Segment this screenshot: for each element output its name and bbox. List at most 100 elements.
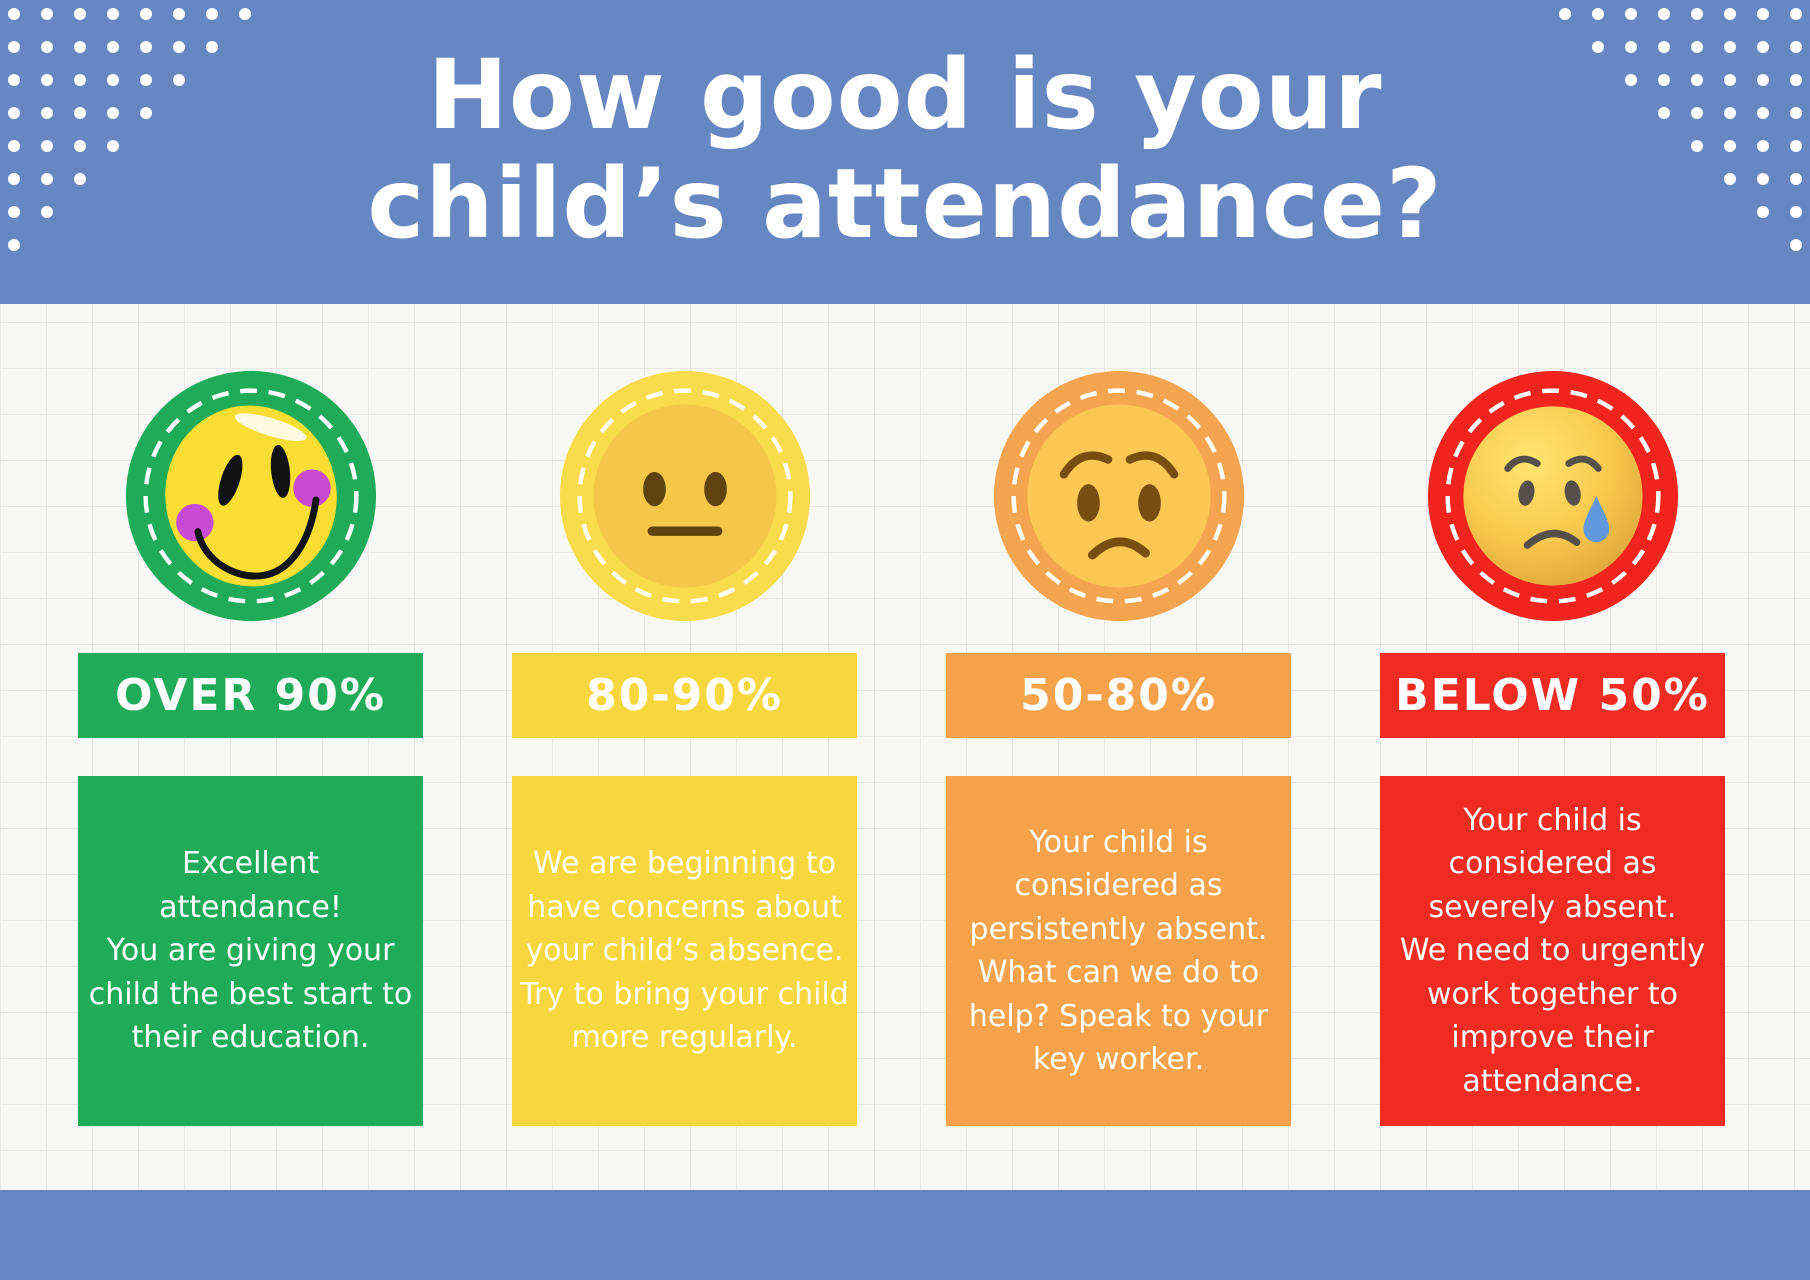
header-banner: How good is your child’s attendance? [0, 0, 1810, 304]
dot [1724, 173, 1736, 185]
dot [1724, 74, 1736, 86]
dot [1790, 140, 1802, 152]
dot [74, 41, 86, 53]
dot [1790, 41, 1802, 53]
dot [1691, 74, 1703, 86]
dot [206, 41, 218, 53]
column-below-50: BELOW 50% Your child is considered as se… [1380, 368, 1725, 1126]
dot [8, 140, 20, 152]
dot [74, 107, 86, 119]
dot [140, 107, 152, 119]
dot-row [1691, 140, 1802, 152]
dot [74, 173, 86, 185]
dot-row [8, 206, 53, 218]
advice-text: Excellent attendance! You are giving you… [88, 846, 413, 1056]
dot [74, 140, 86, 152]
range-badge: BELOW 50% [1380, 653, 1725, 738]
worried-face-icon [993, 370, 1244, 622]
dot [1625, 74, 1637, 86]
page-title-line1: How good is your [427, 38, 1383, 151]
dot [74, 8, 86, 20]
dot [1757, 8, 1769, 20]
dot-row [8, 74, 185, 86]
dot-pattern-top-right [1559, 8, 1802, 251]
dot [1757, 107, 1769, 119]
dot [206, 8, 218, 20]
dot-row [1658, 107, 1802, 119]
dot-row [1724, 173, 1802, 185]
dot [1691, 41, 1703, 53]
range-label: 80-90% [586, 670, 783, 721]
dot [1790, 239, 1802, 251]
advice-box: Excellent attendance! You are giving you… [78, 776, 423, 1126]
range-label: OVER 90% [115, 670, 386, 721]
column-50-80: 50-80% Your child is considered as persi… [946, 368, 1291, 1126]
page-title: How good is your child’s attendance? [367, 38, 1443, 260]
dot [140, 8, 152, 20]
dot-row [1757, 206, 1802, 218]
dot [41, 107, 53, 119]
dot [41, 74, 53, 86]
dot [8, 107, 20, 119]
attendance-columns: OVER 90% Excellent attendance! You are g… [0, 304, 1810, 1126]
dot [1790, 74, 1802, 86]
dot [1559, 8, 1571, 20]
dot [107, 107, 119, 119]
dot [41, 41, 53, 53]
dot [107, 140, 119, 152]
dot [1724, 8, 1736, 20]
dot-row [8, 41, 218, 53]
dot-row [1559, 8, 1802, 20]
footer-banner [0, 1190, 1810, 1280]
dot-pattern-top-left [8, 8, 251, 251]
dot [1757, 140, 1769, 152]
range-badge: 80-90% [512, 653, 857, 738]
dot [1790, 173, 1802, 185]
range-label: BELOW 50% [1395, 670, 1710, 721]
dot [8, 206, 20, 218]
page-title-line2: child’s attendance? [367, 148, 1443, 260]
dot [1691, 107, 1703, 119]
dot [173, 41, 185, 53]
dot [41, 140, 53, 152]
dot [8, 173, 20, 185]
dot [41, 206, 53, 218]
dot [8, 41, 20, 53]
dot [173, 8, 185, 20]
dot [1658, 74, 1670, 86]
dot [1592, 8, 1604, 20]
dot [1757, 206, 1769, 218]
dot-row [8, 173, 86, 185]
dot [8, 8, 20, 20]
dot-row [1790, 239, 1802, 251]
dot [41, 173, 53, 185]
dot [41, 8, 53, 20]
dot [107, 41, 119, 53]
dot [140, 74, 152, 86]
dot [1724, 41, 1736, 53]
happy-face-icon [125, 370, 376, 622]
neutral-face-icon [559, 370, 810, 622]
range-badge: OVER 90% [78, 653, 423, 738]
dot [1724, 140, 1736, 152]
dot [1658, 41, 1670, 53]
column-80-90: 80-90% We are beginning to have concerns… [512, 368, 857, 1126]
range-label: 50-80% [1020, 670, 1217, 721]
sad-tear-face-icon [1427, 370, 1678, 622]
dot [1790, 107, 1802, 119]
dot [8, 74, 20, 86]
dot [1790, 8, 1802, 20]
dot [1757, 41, 1769, 53]
range-badge: 50-80% [946, 653, 1291, 738]
dot [1724, 107, 1736, 119]
dot-row [8, 239, 20, 251]
dot [1691, 140, 1703, 152]
dot [1757, 173, 1769, 185]
dot [1691, 8, 1703, 20]
dot-row [8, 8, 251, 20]
dot [1625, 41, 1637, 53]
dot [1592, 41, 1604, 53]
dot [239, 8, 251, 20]
dot-row [1625, 74, 1802, 86]
